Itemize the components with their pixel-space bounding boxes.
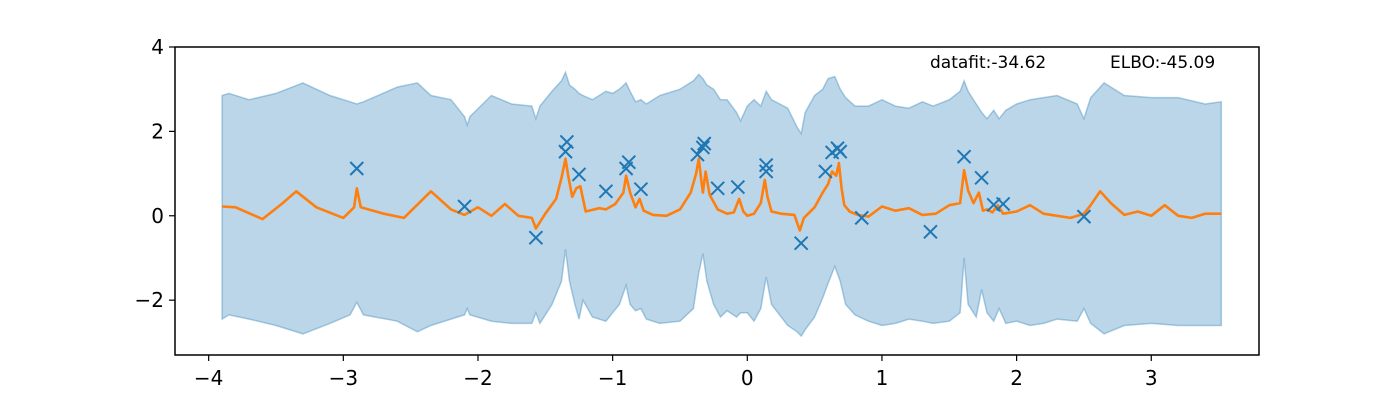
elbo-annotation: ELBO:-45.09: [1110, 53, 1215, 73]
x-tick-label: −4: [194, 366, 223, 390]
data-point: [956, 149, 972, 164]
x-tick-label: 2: [1010, 366, 1023, 390]
data-point: [559, 134, 575, 150]
x-tick-label: 3: [1145, 366, 1158, 390]
data-point: [696, 136, 712, 151]
data-point: [528, 230, 544, 245]
data-point: [457, 199, 472, 214]
data-point: [758, 164, 774, 179]
y-tick-label: 0: [151, 204, 164, 228]
confidence-band: [221, 70, 1223, 338]
mean-line: [222, 157, 1222, 232]
y-tick-label: 4: [151, 35, 164, 59]
data-point: [349, 161, 364, 176]
data-point: [633, 181, 649, 197]
data-point: [854, 210, 869, 226]
data-point: [710, 181, 725, 196]
x-tick-label: 0: [741, 366, 754, 390]
datafit-annotation: datafit:-34.62: [930, 53, 1046, 73]
y-tick-label: 2: [151, 119, 164, 143]
y-tick-label: −2: [135, 288, 164, 312]
data-point: [995, 196, 1011, 212]
x-tick-label: −2: [463, 366, 492, 390]
data-point: [833, 144, 848, 159]
x-tick-label: −1: [598, 366, 627, 390]
data-point: [621, 154, 637, 170]
data-point: [571, 167, 587, 182]
data-point: [793, 235, 809, 251]
data-point: [758, 157, 774, 173]
x-tick-label: −3: [329, 366, 358, 390]
axes-frame: [174, 46, 1260, 356]
data-point: [598, 184, 614, 199]
data-point: [730, 179, 746, 195]
data-point: [690, 147, 705, 162]
x-tick-label: 1: [876, 366, 889, 390]
data-point: [974, 170, 989, 186]
data-point: [1076, 209, 1092, 224]
data-point: [695, 140, 711, 155]
data-point: [923, 224, 938, 240]
data-point: [818, 164, 833, 179]
